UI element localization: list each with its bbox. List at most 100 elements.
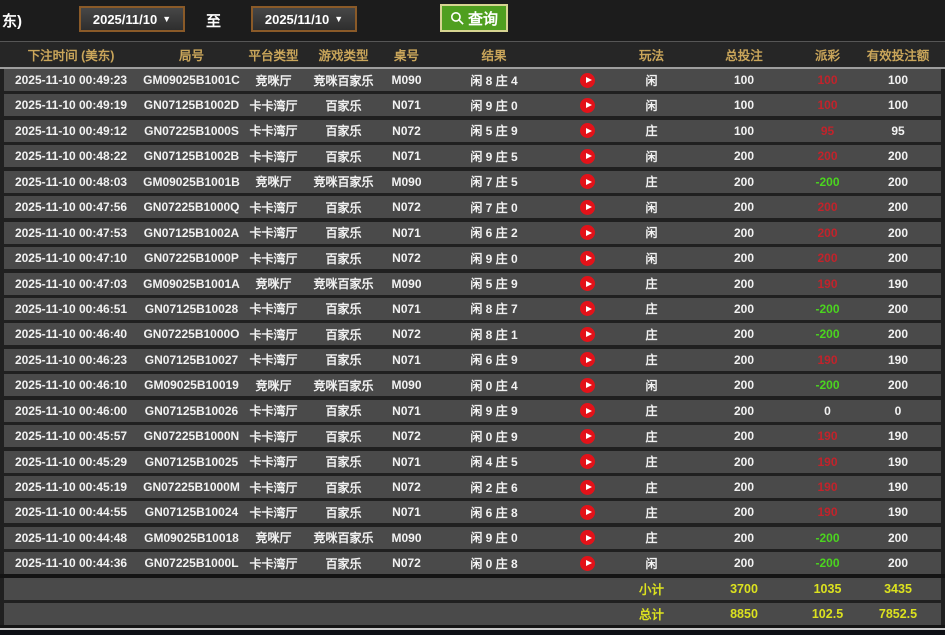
replay-icon[interactable] <box>580 97 595 113</box>
result-cell: 闲 0 庄 9 <box>470 429 518 444</box>
total-bet-cell: 100 <box>733 123 755 138</box>
col-header-total-bet: 总投注 <box>725 49 763 63</box>
replay-icon[interactable] <box>580 199 595 215</box>
table-row: 2025-11-10 00:45:19 GN07225B1000M 卡卡湾厅 百… <box>4 476 941 498</box>
play-triangle-icon <box>585 560 592 567</box>
subtotal-label: 小计 <box>638 583 664 598</box>
platform-cell: 竞咪厅 <box>255 277 292 291</box>
total-total-bet: 8850 <box>730 606 758 621</box>
payout-cell: 95 <box>820 123 835 138</box>
bet-time-cell: 2025-11-10 00:44:48 <box>14 530 128 545</box>
table-no-cell: N072 <box>392 480 421 494</box>
round-id-cell: GN07225B1000M <box>143 480 240 494</box>
payout-cell: 190 <box>817 276 838 291</box>
replay-icon[interactable] <box>580 174 595 190</box>
table-body: 2025-11-10 00:49:23 GM09025B1001C 竞咪厅 竞咪… <box>0 69 945 575</box>
play-type-cell: 闲 <box>645 226 658 241</box>
game-type-cell: 竞咪百家乐 <box>313 175 374 190</box>
payout-cell: 190 <box>817 505 838 520</box>
query-button[interactable]: 查询 <box>440 4 509 32</box>
replay-icon[interactable] <box>580 148 595 164</box>
total-bet-cell: 200 <box>733 327 755 342</box>
date-to-value: 2025/11/10 <box>264 11 330 27</box>
replay-icon[interactable] <box>580 352 595 368</box>
payout-cell: 100 <box>817 73 838 87</box>
round-id-cell: GN07125B10026 <box>144 403 239 418</box>
total-label: 总计 <box>638 608 664 623</box>
platform-cell: 卡卡湾厅 <box>249 404 298 419</box>
platform-cell: 卡卡湾厅 <box>249 353 298 368</box>
play-type-cell: 庄 <box>645 429 658 444</box>
total-bet-cell: 200 <box>733 225 755 240</box>
play-triangle-icon <box>585 280 592 287</box>
replay-icon[interactable] <box>580 225 595 241</box>
replay-icon[interactable] <box>580 555 595 571</box>
game-type-cell: 百家乐 <box>325 327 362 342</box>
play-type-cell: 庄 <box>645 455 658 470</box>
bet-time-cell: 2025-11-10 00:44:36 <box>14 556 128 571</box>
result-cell: 闲 9 庄 0 <box>470 98 518 113</box>
subtotal-payout: 1035 <box>813 581 842 596</box>
total-bet-cell: 200 <box>733 149 755 164</box>
valid-bet-cell: 200 <box>887 174 909 189</box>
replay-cell <box>560 403 615 419</box>
replay-icon[interactable] <box>580 428 595 444</box>
replay-cell <box>560 377 615 393</box>
result-cell: 闲 9 庄 0 <box>470 251 518 266</box>
bet-time-cell: 2025-11-10 00:48:22 <box>14 149 128 164</box>
replay-icon[interactable] <box>580 403 595 419</box>
game-type-cell: 百家乐 <box>325 124 362 139</box>
play-triangle-icon <box>585 484 592 490</box>
bet-time-cell: 2025-11-10 00:48:03 <box>14 174 128 189</box>
game-type-cell: 百家乐 <box>325 429 362 444</box>
replay-icon[interactable] <box>580 72 595 88</box>
col-header-round-id: 局号 <box>178 49 204 63</box>
replay-icon[interactable] <box>580 377 595 393</box>
subtotal-total-bet: 3700 <box>730 581 758 596</box>
replay-icon[interactable] <box>580 530 595 546</box>
date-to-select[interactable]: 2025/11/10 ▼ <box>251 6 357 32</box>
valid-bet-cell: 200 <box>887 556 909 571</box>
replay-icon[interactable] <box>580 326 595 342</box>
play-type-cell: 庄 <box>645 404 658 419</box>
bet-time-cell: 2025-11-10 00:46:23 <box>14 352 128 367</box>
replay-icon[interactable] <box>580 479 595 495</box>
valid-bet-cell: 200 <box>887 327 909 342</box>
total-bet-cell: 200 <box>733 378 755 393</box>
replay-icon[interactable] <box>580 504 595 520</box>
game-type-cell: 竞咪百家乐 <box>313 277 374 291</box>
round-id-cell: GN07225B1000N <box>143 429 240 444</box>
replay-icon[interactable] <box>580 123 595 139</box>
replay-cell <box>560 504 615 520</box>
replay-cell <box>560 250 615 266</box>
bet-time-cell: 2025-11-10 00:46:40 <box>14 327 128 342</box>
table-no-cell: N072 <box>392 327 421 342</box>
date-from-select[interactable]: 2025/11/10 ▼ <box>79 6 185 32</box>
replay-cell <box>560 174 615 190</box>
table-row: 2025-11-10 00:46:40 GN07225B1000O 卡卡湾厅 百… <box>4 323 941 346</box>
replay-cell <box>560 301 615 317</box>
table-row: 2025-11-10 00:46:23 GN07125B10027 卡卡湾厅 百… <box>4 348 941 371</box>
replay-cell <box>560 326 615 342</box>
replay-icon[interactable] <box>580 276 595 291</box>
total-payout: 102.5 <box>811 606 844 621</box>
round-id-cell: GN07225B1000S <box>144 123 239 138</box>
total-valid-bet: 7852.5 <box>878 606 918 621</box>
valid-bet-cell: 190 <box>887 454 909 469</box>
platform-cell: 卡卡湾厅 <box>249 327 298 342</box>
bet-time-cell: 2025-11-10 00:46:00 <box>14 403 128 418</box>
table-row: 2025-11-10 00:49:12 GN07225B1000S 卡卡湾厅 百… <box>4 119 941 142</box>
replay-icon[interactable] <box>580 250 595 266</box>
play-triangle-icon <box>585 255 592 262</box>
round-id-cell: GN07225B1000P <box>144 251 239 266</box>
round-id-cell: GM09025B1001C <box>143 73 240 87</box>
result-cell: 闲 7 庄 5 <box>470 175 518 190</box>
platform-cell: 卡卡湾厅 <box>249 149 298 164</box>
col-header-bet-time: 下注时间 (美东) <box>27 49 115 63</box>
replay-icon[interactable] <box>580 301 595 317</box>
platform-cell: 卡卡湾厅 <box>249 455 298 470</box>
replay-cell <box>560 530 615 546</box>
bet-time-cell: 2025-11-10 00:47:10 <box>14 251 128 266</box>
replay-icon[interactable] <box>580 454 595 470</box>
platform-cell: 竞咪厅 <box>255 531 292 546</box>
